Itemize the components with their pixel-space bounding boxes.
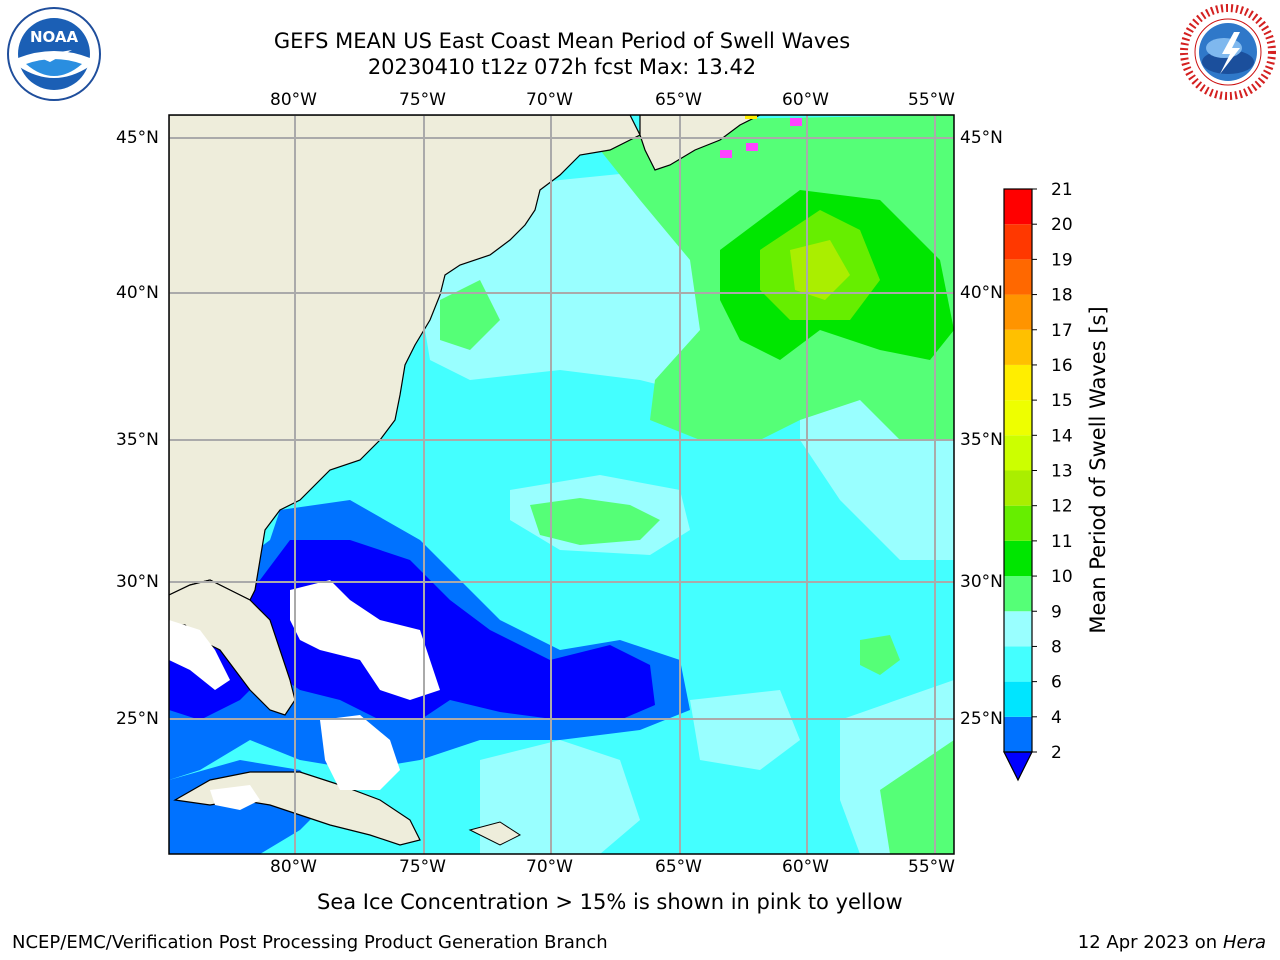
svg-text:NOAA: NOAA xyxy=(30,28,79,46)
lat-label-right: 30°N xyxy=(960,572,1003,592)
sea-ice-marker xyxy=(790,118,802,126)
colorbar-tick-label: 6 xyxy=(1051,673,1062,693)
lat-label-right: 25°N xyxy=(960,709,1003,729)
lon-label-top: 70°W xyxy=(526,90,573,110)
colorbar-tick-label: 11 xyxy=(1051,532,1073,552)
lon-label-bottom: 75°W xyxy=(399,857,446,877)
no-data-bahamas-south xyxy=(320,715,400,790)
colorbar-segment xyxy=(1004,294,1032,330)
colorbar-tick-label: 20 xyxy=(1051,215,1073,235)
colorbar-tick-label: 14 xyxy=(1051,426,1073,446)
map-subtitle: 20230410 t12z 072h fcst Max: 13.42 xyxy=(367,55,757,79)
sea-ice-marker xyxy=(720,150,732,158)
colorbar-segment xyxy=(1004,400,1032,436)
colorbar-segment xyxy=(1004,224,1032,260)
colorbar-tick-label: 17 xyxy=(1051,321,1073,341)
colorbar-label: Mean Period of Swell Waves [s] xyxy=(1086,306,1110,634)
colorbar-tick-label: 19 xyxy=(1051,250,1073,270)
colorbar-segment xyxy=(1004,681,1032,717)
colorbar-segment xyxy=(1004,189,1032,225)
land-hispaniola xyxy=(468,821,522,846)
no-data-gulf xyxy=(169,620,230,690)
colorbar-segment xyxy=(1004,329,1032,365)
colorbar-tick-label: 18 xyxy=(1051,286,1073,306)
colorbar-segment xyxy=(1004,540,1032,577)
lat-label-left: 45°N xyxy=(116,128,159,148)
swell-zone-9-10-center xyxy=(530,498,660,545)
colorbar-tick-label: 4 xyxy=(1051,708,1062,728)
colorbar-segment xyxy=(1004,435,1032,471)
colorbar-tick-label: 16 xyxy=(1051,356,1073,376)
lon-label-top: 80°W xyxy=(270,90,317,110)
footer-org: NCEP/EMC/Verification Post Processing Pr… xyxy=(12,932,608,953)
footer-date: 12 Apr 2023 on Hera xyxy=(1078,932,1266,953)
colorbar-tick-label: 12 xyxy=(1051,497,1073,517)
sea-ice-marker xyxy=(745,115,757,119)
lon-label-top: 75°W xyxy=(399,90,446,110)
gridlines xyxy=(169,115,954,854)
colorbar-segment xyxy=(1004,364,1032,401)
colorbar-segment xyxy=(1004,259,1032,295)
lat-label-right: 45°N xyxy=(960,128,1003,148)
lon-label-bottom: 65°W xyxy=(655,857,702,877)
nws-logo xyxy=(1178,2,1278,102)
colorbar-segment xyxy=(1004,576,1032,612)
colorbar-segment xyxy=(1004,470,1032,506)
footer-machine: Hera xyxy=(1222,932,1266,953)
colorbar-segment xyxy=(1004,646,1032,682)
colorbar-segment xyxy=(1004,505,1032,541)
colorbar-tick-label: 9 xyxy=(1051,602,1062,622)
footer-date-text: 12 Apr 2023 on xyxy=(1077,932,1218,953)
colorbar-tick-label: 10 xyxy=(1051,567,1073,587)
noaa-logo: NOAA xyxy=(6,6,102,102)
lon-label-bottom: 60°W xyxy=(782,857,829,877)
swell-zone-9-10-west xyxy=(440,280,500,350)
lon-label-bottom: 55°W xyxy=(908,857,955,877)
no-data-bahamas xyxy=(290,580,440,700)
lon-label-bottom: 70°W xyxy=(526,857,573,877)
lat-label-right: 40°N xyxy=(960,283,1003,303)
land-us-east-coast xyxy=(169,115,641,601)
lat-label-right: 35°N xyxy=(960,430,1003,450)
lon-label-top: 55°W xyxy=(908,90,955,110)
map-title: GEFS MEAN US East Coast Mean Period of S… xyxy=(273,29,851,53)
colorbar-tick-label: 8 xyxy=(1051,637,1062,657)
lon-label-bottom: 80°W xyxy=(270,857,317,877)
lat-label-left: 30°N xyxy=(116,572,159,592)
colorbar-segment xyxy=(1004,611,1032,647)
map-frame xyxy=(168,114,955,855)
lat-label-left: 25°N xyxy=(116,709,159,729)
lat-label-left: 40°N xyxy=(116,283,159,303)
swell-zone-8-9-south xyxy=(690,690,800,770)
no-data-cuba-north xyxy=(210,785,260,810)
colorbar-tick-label: 15 xyxy=(1051,391,1073,411)
colorbar-frame xyxy=(1003,188,1033,753)
colorbar-extend-arrow xyxy=(1003,751,1033,782)
lon-label-top: 60°W xyxy=(782,90,829,110)
swell-zone-12-13 xyxy=(790,240,850,300)
colorbar-tick-label: 21 xyxy=(1051,180,1073,200)
colorbar-tick-label: 13 xyxy=(1051,462,1073,482)
swell-zone-8-9-southwest xyxy=(480,740,640,854)
swell-zone-9-10-east-small xyxy=(860,635,900,675)
lon-label-top: 65°W xyxy=(655,90,702,110)
sea-ice-marker xyxy=(746,143,758,151)
sea-ice-note: Sea Ice Concentration > 15% is shown in … xyxy=(317,890,903,914)
land-canada xyxy=(639,115,761,171)
lat-label-left: 35°N xyxy=(116,430,159,450)
colorbar-segment xyxy=(1004,716,1032,752)
colorbar-tick-label: 2 xyxy=(1051,743,1062,763)
